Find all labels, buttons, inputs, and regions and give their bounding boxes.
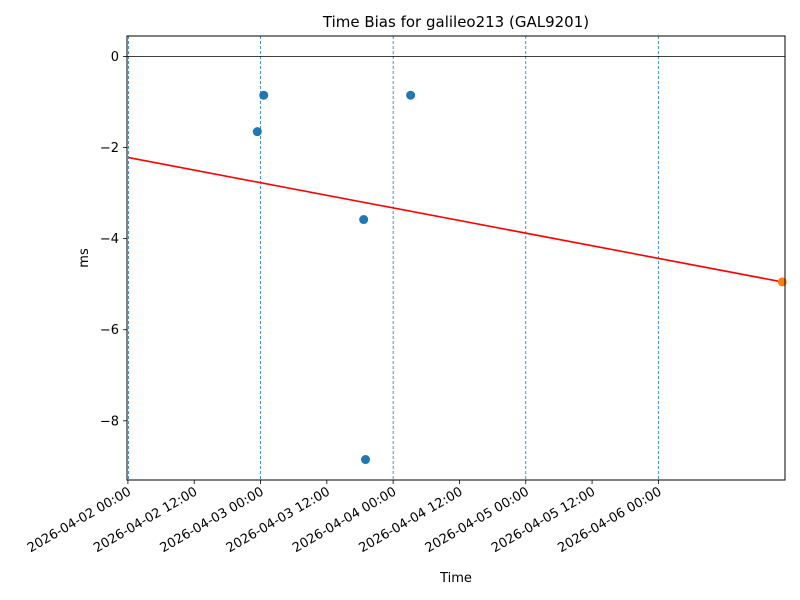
- y-axis-label: ms: [77, 248, 92, 268]
- y-tick-label-0: 0: [111, 50, 119, 65]
- data-point-0-2: [359, 215, 369, 225]
- y-axis: 0 −2 −4 −6 −8: [100, 50, 127, 429]
- data-point-2-0: [777, 277, 787, 287]
- data-point-0-1: [259, 90, 269, 100]
- x-tick-label-0: 2026-04-02 00:00: [25, 484, 134, 556]
- data-point-0-0: [252, 127, 262, 137]
- y-tick-label-4: −8: [100, 414, 119, 429]
- trend-line: [128, 156, 783, 283]
- plot-frame: [126, 35, 786, 481]
- chart-title: Time Bias for galileo213 (GAL9201): [322, 13, 589, 31]
- data-point-0-3: [361, 455, 371, 465]
- x-axis-label: Time: [439, 571, 472, 586]
- data-point-0-4: [406, 90, 416, 100]
- y-tick-label-1: −2: [100, 141, 119, 156]
- y-tick-label-2: −4: [100, 232, 119, 247]
- plot-area: [127, 36, 787, 480]
- y-tick-label-3: −6: [100, 323, 119, 338]
